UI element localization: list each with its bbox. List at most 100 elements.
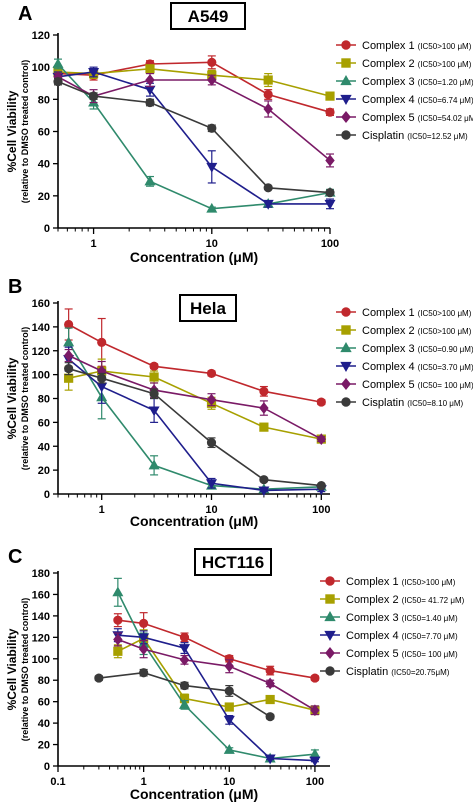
data-point [265, 712, 275, 722]
legend-marker [341, 307, 351, 317]
data-point [263, 183, 273, 193]
legend-label: Complex 1 (IC50>100 μM) [362, 40, 472, 52]
data-point [52, 58, 64, 68]
data-point [94, 673, 104, 683]
data-point [179, 632, 190, 642]
legend-marker [340, 341, 352, 353]
legend-item-complex-4: Complex 4 (IC50=7.70 μM) [320, 630, 458, 642]
data-point [325, 107, 335, 117]
data-point [258, 486, 270, 497]
legend-ic50: (IC50>100 μM) [418, 327, 472, 336]
legend-marker [324, 630, 336, 642]
data-point [205, 479, 218, 490]
data-point [259, 386, 269, 396]
data-point [112, 586, 124, 597]
data-point [259, 402, 269, 414]
legend-marker [325, 594, 335, 604]
legend-item-cisplatin: Cisplatin (IC50=8.10 μM) [336, 397, 464, 409]
data-point [139, 618, 149, 628]
panel-letter: B [8, 276, 22, 298]
data-point [263, 103, 273, 115]
data-point [325, 91, 335, 101]
legend-item-complex-1: Complex 1 (IC50>100 μM) [336, 40, 472, 52]
legend-ic50: (IC50=12.52 μM) [407, 132, 468, 141]
y-tick-label: 80 [38, 394, 50, 406]
y-tick-label: 0 [44, 761, 50, 773]
legend-marker [325, 666, 335, 676]
legend-ic50: (IC50=6.74 μM) [418, 96, 473, 105]
data-point [264, 754, 276, 765]
data-point [64, 319, 74, 330]
chart-title-box [179, 294, 237, 322]
y-tick-label: 60 [38, 417, 50, 429]
legend-ic50: (IC50>100 μM) [402, 578, 456, 587]
series-line [57, 63, 331, 210]
x-tick-label: 10 [206, 238, 218, 250]
data-point [179, 653, 190, 666]
legend-marker [340, 94, 352, 106]
legend-item-complex-5: Complex 5 (IC50= 100 μM) [320, 646, 458, 660]
legend-label: Complex 3 (IC50=1.40 μM) [346, 612, 458, 624]
legend-label: Complex 4 (IC50=7.70 μM) [346, 630, 458, 642]
y-tick-label: 80 [38, 675, 50, 687]
y-tick-label: 120 [32, 346, 50, 358]
data-point [138, 643, 149, 656]
legend-label: Complex 3 (IC50=1.20 μM) [362, 76, 473, 88]
y-tick-label: 0 [44, 223, 50, 235]
data-point [138, 633, 150, 644]
y-tick-label: 100 [32, 654, 50, 666]
data-point [224, 660, 234, 673]
data-point [64, 373, 74, 383]
data-point [145, 64, 155, 74]
legend-ic50: (IC50>100 μM) [418, 42, 472, 51]
x-axis-title: Concentration (μM) [130, 249, 258, 265]
chart-title: Hela [190, 299, 226, 318]
series-complex-1 [113, 612, 320, 683]
legend-item-complex-2: Complex 2 (IC50>100 μM) [336, 58, 472, 70]
y-axis-subtitle: (relative to DMSO treated control) [20, 327, 30, 471]
legend-marker [341, 110, 351, 124]
data-point [88, 68, 100, 78]
x-tick-label: 1 [99, 504, 105, 516]
legend-ic50: (IC50= 41.72 μM) [402, 596, 465, 605]
legend-item-complex-5: Complex 5 (IC50= 100 μM) [336, 377, 473, 391]
y-tick-label: 160 [32, 589, 50, 601]
y-tick-label: 40 [38, 159, 50, 171]
data-point [310, 704, 320, 717]
data-point [179, 680, 190, 691]
legend-ic50: (IC50= 100 μM) [418, 381, 473, 390]
data-point [144, 175, 156, 186]
legend-label: Cisplatin (IC50=12.52 μM) [362, 130, 468, 142]
series-complex-5 [63, 348, 327, 445]
panel-letter: A [18, 3, 32, 25]
x-tick-label: 100 [321, 238, 339, 250]
y-tick-label: 100 [32, 370, 50, 382]
legend-label: Cisplatin (IC50=8.10 μM) [362, 397, 464, 409]
y-axis-subtitle: (relative to DMSO treated control) [20, 598, 30, 742]
y-tick-label: 160 [32, 298, 50, 310]
y-tick-label: 40 [38, 718, 50, 730]
data-point [265, 677, 275, 690]
legend-marker [341, 130, 351, 140]
series-complex-1 [64, 308, 326, 407]
data-point [139, 668, 149, 678]
chart-title-box [170, 2, 246, 30]
y-axis-title: %Cell Viability [5, 357, 19, 439]
legend-label: Complex 3 (IC50=0.90 μM) [362, 343, 473, 355]
y-tick-label: 0 [44, 489, 50, 501]
data-point [207, 74, 217, 86]
data-point [206, 438, 217, 448]
legend-ic50: (IC50>100 μM) [418, 60, 472, 69]
data-point [325, 188, 335, 198]
y-tick-label: 20 [38, 740, 50, 752]
data-point [224, 686, 234, 696]
data-point [149, 361, 159, 371]
series-line [67, 341, 322, 491]
y-tick-label: 120 [32, 30, 50, 42]
y-tick-label: 100 [32, 62, 50, 74]
data-point [316, 481, 326, 491]
legend-ic50: (IC50=8.10 μM) [407, 399, 463, 408]
data-point [97, 373, 107, 383]
